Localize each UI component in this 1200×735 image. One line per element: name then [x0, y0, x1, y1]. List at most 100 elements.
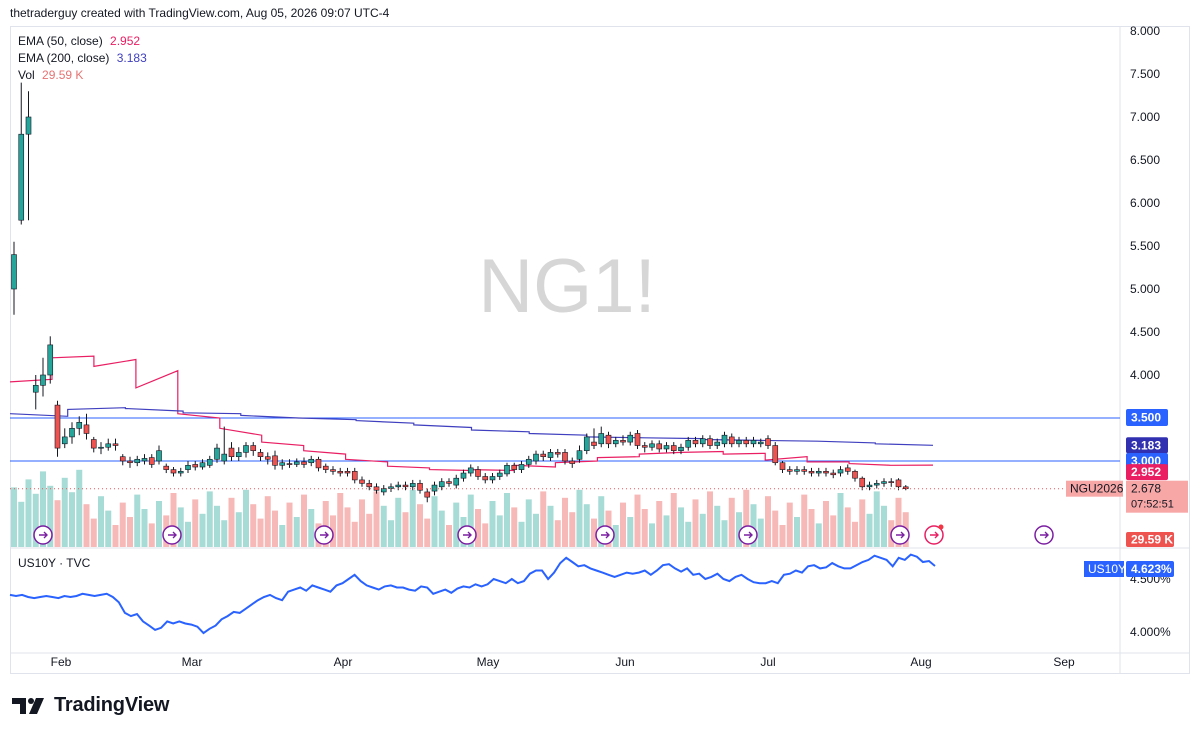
- candle-body: [402, 484, 409, 488]
- candle-body: [293, 461, 300, 465]
- volume-bar: [438, 510, 445, 547]
- candle-body: [888, 481, 895, 483]
- volume-bar: [359, 499, 365, 547]
- volume-bar: [221, 520, 228, 547]
- volume-bar: [873, 491, 880, 547]
- volume-bar: [40, 471, 46, 547]
- us10y-line-path: [9, 553, 936, 635]
- candle-body: [344, 471, 351, 474]
- candle-body: [808, 471, 815, 474]
- candle-body: [279, 462, 286, 466]
- volume-bar: [772, 510, 779, 547]
- volume-bar: [380, 505, 387, 547]
- volume-bar: [692, 499, 699, 547]
- volume-bar: [627, 517, 634, 547]
- tag-level-3500-bg: [1126, 409, 1168, 426]
- candle-body: [431, 484, 438, 492]
- volume-bar: [257, 518, 264, 547]
- candle-body: [562, 452, 568, 462]
- candle-body: [881, 481, 887, 484]
- candle-body: [823, 471, 829, 474]
- candle-body: [496, 472, 503, 477]
- legend-ema200[interactable]: EMA (200, close) 3.183: [18, 51, 147, 65]
- legend-ema50[interactable]: EMA (50, close) 2.952: [18, 34, 140, 48]
- volume-bar: [794, 517, 800, 547]
- volume-bar: [757, 518, 764, 547]
- tradingview-logo[interactable]: TradingView: [12, 694, 169, 717]
- time-axis-tick: Sep: [1053, 655, 1075, 669]
- us10y-symbol-tag: US10Y: [1088, 562, 1126, 576]
- candle-body: [591, 441, 597, 446]
- candle-body: [583, 436, 590, 451]
- volume-bar: [272, 510, 278, 547]
- candle-body: [569, 460, 576, 464]
- volume-bar: [678, 507, 684, 547]
- candle-body: [301, 461, 307, 465]
- volume-bar: [322, 501, 329, 547]
- candle-body: [815, 471, 822, 474]
- candle-body: [61, 436, 68, 445]
- candle-body: [257, 452, 264, 457]
- us10y-axis-tick: 4.000%: [1130, 625, 1171, 639]
- candle-body: [757, 441, 764, 445]
- candle-body: [69, 428, 75, 438]
- candle-body: [221, 453, 228, 462]
- volume-bar: [431, 496, 438, 547]
- volume-bars: [11, 469, 909, 547]
- volume-bar: [620, 502, 626, 547]
- candle-body: [192, 464, 199, 468]
- volume-bar: [32, 493, 39, 547]
- candle-body: [214, 447, 220, 460]
- candle-body: [47, 344, 54, 376]
- volume-bar: [83, 504, 90, 547]
- volume-bar: [279, 525, 286, 547]
- volume-bar: [736, 512, 742, 547]
- volume-bar: [141, 509, 148, 547]
- candle-body: [859, 477, 866, 488]
- candle-body: [446, 481, 452, 484]
- candle-body: [199, 462, 206, 468]
- candle-body: [866, 484, 873, 488]
- event-markers[interactable]: [33, 524, 1054, 545]
- candle-body: [482, 476, 489, 481]
- candles: [11, 82, 909, 503]
- time-axis-tick: Mar: [182, 655, 203, 669]
- volume-bar: [540, 491, 547, 547]
- legend-ema200-value: 3.183: [116, 51, 147, 65]
- volume-bar: [192, 499, 199, 547]
- candle-body: [786, 469, 793, 472]
- volume-bar: [25, 479, 32, 547]
- volume-bar: [815, 523, 822, 547]
- legend-volume[interactable]: Vol 29.59 K: [18, 68, 83, 82]
- price-axis-tick: 4.500: [1130, 325, 1160, 339]
- candle-body: [620, 440, 626, 443]
- volume-bar: [235, 512, 242, 547]
- time-axis-tick: Aug: [910, 655, 931, 669]
- candle-body: [714, 441, 721, 446]
- legend-us10y[interactable]: US10Y · TVC: [18, 556, 90, 570]
- volume-bar: [866, 513, 873, 547]
- volume-bar: [475, 509, 481, 547]
- candle-body: [873, 483, 880, 486]
- volume-bar: [496, 515, 503, 547]
- volume-bar: [750, 504, 757, 547]
- candle-body: [380, 488, 387, 493]
- volume-bar: [373, 491, 380, 547]
- candle-body: [750, 440, 757, 445]
- countdown-tag: 07:52:51: [1131, 499, 1174, 511]
- candle-body: [177, 471, 184, 474]
- volume-bar: [134, 494, 141, 547]
- volume-bar: [337, 493, 344, 547]
- candle-body: [90, 439, 97, 449]
- candle-body: [554, 452, 561, 455]
- candle-body: [837, 469, 844, 474]
- dividend-event-glyph: [896, 531, 905, 539]
- tag-volume: 29.59 K: [1131, 533, 1173, 547]
- candle-body: [105, 443, 112, 448]
- candle-body: [489, 476, 496, 481]
- candle-body: [612, 440, 619, 445]
- tag-ema50: 2.952: [1131, 465, 1161, 479]
- candle-body: [163, 465, 170, 470]
- candle-body: [228, 447, 235, 458]
